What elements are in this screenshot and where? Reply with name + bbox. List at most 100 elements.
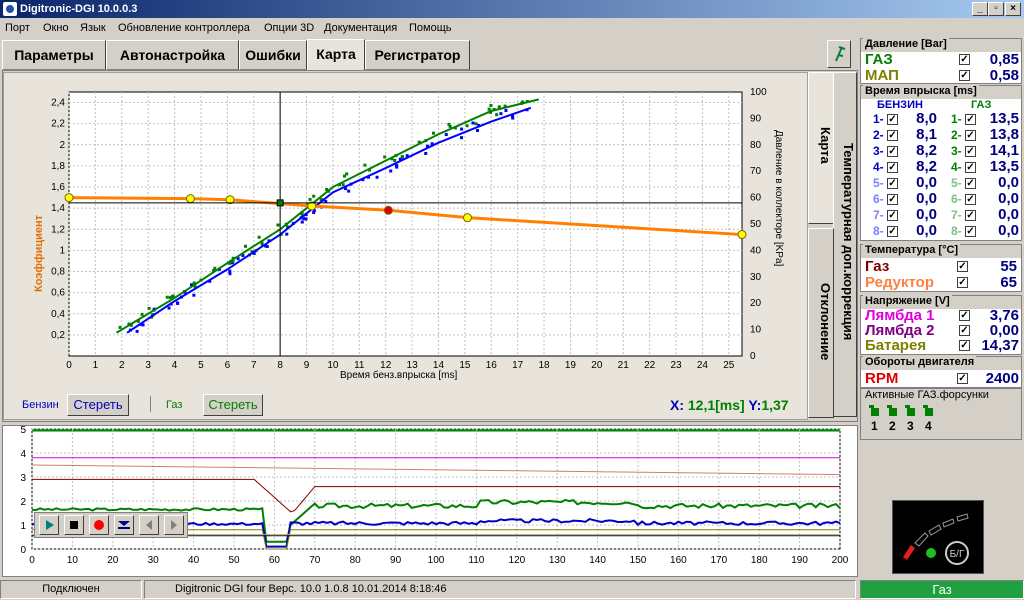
gas-point	[127, 322, 131, 326]
maximize-button[interactable]: ▫	[988, 2, 1004, 16]
gas-point	[393, 159, 397, 163]
inj-benzin-num: 5-	[873, 176, 884, 190]
inj-gas-checkbox[interactable]: ✓	[965, 194, 976, 205]
trend-y-tick: 2	[20, 497, 26, 508]
status-bar: Подключен Digitronic DGI four Верс. 10.0…	[0, 580, 1024, 600]
battery-checkbox[interactable]: ✓	[959, 340, 970, 351]
clear-gas-button[interactable]: Стереть	[203, 394, 263, 416]
inj-benzin-checkbox[interactable]: ✓	[887, 194, 898, 205]
inj-benzin-checkbox[interactable]: ✓	[887, 130, 898, 141]
pin-icon	[835, 46, 846, 62]
step-down-button[interactable]	[114, 515, 134, 535]
rpm-title: Обороты двигателя	[863, 356, 977, 368]
trend-x-tick: 110	[468, 555, 484, 566]
lambda2-checkbox[interactable]: ✓	[959, 325, 970, 336]
minimize-button[interactable]: _	[972, 2, 988, 16]
inj-gas-checkbox[interactable]: ✓	[965, 162, 976, 173]
x-tick-label: 17	[512, 360, 524, 371]
correction-point[interactable]	[383, 205, 393, 215]
gas-indicator-dot	[926, 548, 936, 558]
menu-3d[interactable]: Опции 3D	[264, 22, 315, 34]
benzin-label: Бензин	[22, 399, 59, 411]
inj-benzin-num: 6-	[873, 192, 884, 206]
benzin-point	[424, 151, 428, 155]
record-button[interactable]	[89, 515, 109, 535]
menu-help[interactable]: Помощь	[409, 22, 452, 34]
tab-parameters[interactable]: Параметры	[2, 40, 106, 70]
correction-point[interactable]	[225, 195, 235, 205]
inj-gas-checkbox[interactable]: ✓	[965, 130, 976, 141]
title-bar: Digitronic-DGI 10.0.0.3 _ ▫ ×	[0, 0, 1024, 18]
close-button[interactable]: ×	[1005, 2, 1021, 16]
y-tick-label-left: 1	[59, 245, 65, 256]
tab-map[interactable]: Карта	[307, 39, 365, 71]
menu-language[interactable]: Язык	[80, 22, 106, 34]
rpm-value: 2400	[985, 370, 1019, 387]
gas-point	[319, 198, 323, 202]
gas-point	[260, 242, 264, 246]
x-tick-label: 16	[486, 360, 498, 371]
inj-gas-num: 6-	[951, 192, 962, 206]
menu-window[interactable]: Окно	[43, 22, 69, 34]
correction-point[interactable]	[463, 213, 473, 223]
trend-reducer	[31, 464, 841, 476]
temp-gas-checkbox[interactable]: ✓	[957, 261, 968, 272]
temp-reducer-checkbox[interactable]: ✓	[957, 277, 968, 288]
vtab-temperature[interactable]: Температурная доп.коррекция	[833, 72, 857, 417]
temp-reducer-value: 65	[1000, 274, 1017, 291]
trend-y-tick: 5	[20, 425, 26, 436]
pressure-gas-checkbox[interactable]: ✓	[959, 54, 970, 65]
benzin-point	[312, 210, 316, 214]
inj-gas-checkbox[interactable]: ✓	[965, 226, 976, 237]
tab-recorder[interactable]: Регистратор	[365, 40, 470, 70]
x-tick-label: 9	[304, 360, 310, 371]
gas-point	[243, 244, 247, 248]
map-chart[interactable]: 0 1 2 3 4 5 6 7 8 9 10 11 12 13 14 15 16 17 18 19 20 21 22 23 24…	[0, 72, 808, 422]
next-button[interactable]	[164, 515, 184, 535]
play-button[interactable]	[39, 515, 59, 535]
stop-button[interactable]	[64, 515, 84, 535]
correction-point[interactable]	[64, 193, 74, 203]
lambda2-value: 0,00	[989, 322, 1019, 339]
x-tick-label: 0	[66, 360, 72, 371]
y-tick-label-right: 50	[750, 219, 762, 230]
trend-x-tick: 0	[29, 555, 35, 566]
rpm-checkbox[interactable]: ✓	[957, 373, 968, 384]
menu-port[interactable]: Порт	[5, 22, 30, 34]
prev-button[interactable]	[139, 515, 159, 535]
tab-autotune[interactable]: Автонастройка	[106, 40, 239, 70]
clear-benzin-button[interactable]: Стереть	[67, 394, 129, 416]
gas-label: Газ	[166, 399, 183, 411]
inj-gas-checkbox[interactable]: ✓	[965, 146, 976, 157]
inj-benzin-checkbox[interactable]: ✓	[887, 178, 898, 189]
correction-point[interactable]	[307, 201, 317, 211]
correction-point[interactable]	[737, 230, 747, 240]
gas-point	[276, 223, 280, 227]
pressure-map-checkbox[interactable]: ✓	[959, 70, 970, 81]
inj-benzin-checkbox[interactable]: ✓	[887, 226, 898, 237]
fuel-switch-button[interactable]	[945, 541, 969, 565]
inj-gas-checkbox[interactable]: ✓	[965, 178, 976, 189]
lambda1-value: 3,76	[989, 307, 1019, 324]
trend-x-tick: 60	[269, 555, 281, 566]
inj-benzin-checkbox[interactable]: ✓	[887, 114, 898, 125]
y-tick-label-left: 0,6	[51, 288, 65, 299]
benzin-point	[264, 244, 268, 248]
inj-benzin-checkbox[interactable]: ✓	[887, 162, 898, 173]
lambda1-checkbox[interactable]: ✓	[959, 310, 970, 321]
inj-benzin-checkbox[interactable]: ✓	[887, 146, 898, 157]
inj-gas-checkbox[interactable]: ✓	[965, 114, 976, 125]
gas-point	[368, 168, 372, 172]
inj-benzin-checkbox[interactable]: ✓	[887, 210, 898, 221]
vtab-map[interactable]: Карта	[808, 72, 834, 224]
benzin-point	[430, 142, 434, 146]
menu-docs[interactable]: Документация	[324, 22, 398, 34]
pin-button[interactable]	[827, 40, 851, 68]
tab-errors[interactable]: Ошибки	[239, 40, 307, 70]
benzin-point	[504, 109, 508, 113]
vtab-deviation[interactable]: Отклонение	[808, 228, 834, 418]
correction-point[interactable]	[185, 194, 195, 204]
inj-gas-checkbox[interactable]: ✓	[965, 210, 976, 221]
menu-update[interactable]: Обновление контроллера	[118, 22, 250, 34]
